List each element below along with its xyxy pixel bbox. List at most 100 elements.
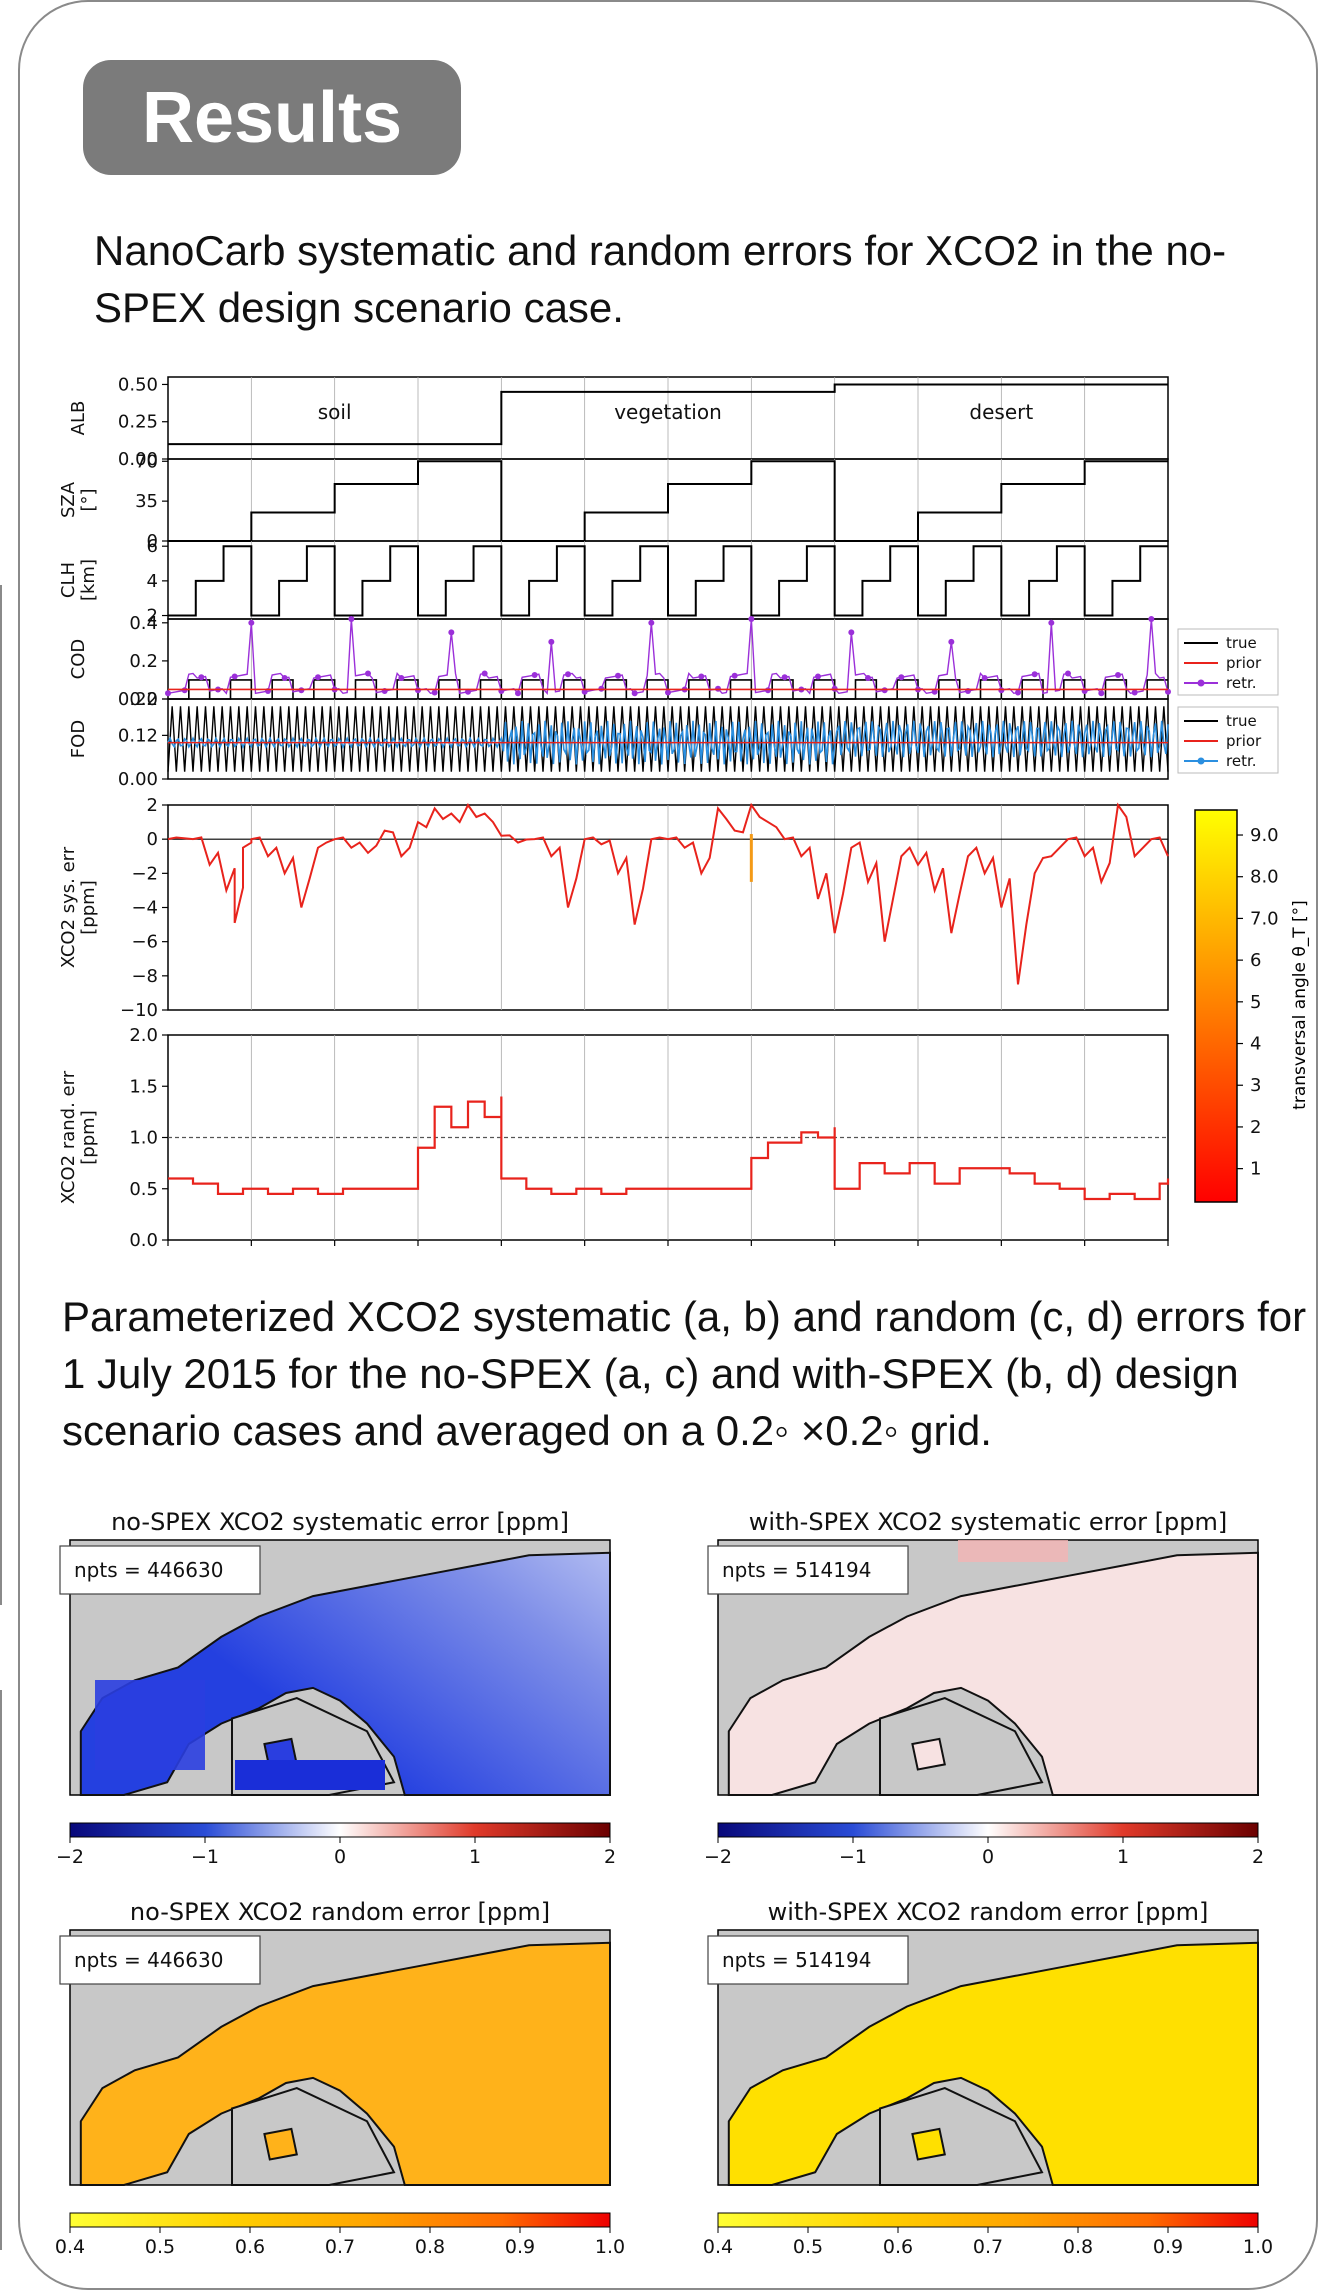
- y-tick-label: 35: [135, 491, 158, 512]
- cod-retrieved-point: [815, 673, 821, 680]
- panel-4: 0.00 0.12 0.22 FOD true prior retr.: [68, 689, 1279, 790]
- mediterranean-sea: [879, 2087, 1044, 2186]
- map-title: no-SPEX XCO2 random error [ppm]: [130, 1898, 550, 1926]
- map-colorbar-tick-label: 0.8: [1063, 2236, 1093, 2258]
- y-tick-label: −2: [131, 863, 158, 884]
- map-colorbar-tick-label: 0: [334, 1846, 346, 1868]
- y-tick-label: 0.4: [129, 613, 158, 634]
- alb-line: [168, 383, 1168, 446]
- xco2-sys-err-line: [167, 802, 1169, 985]
- cod-retrieved-point: [1031, 671, 1038, 678]
- map-colorbar-tick-label: 1.0: [595, 2236, 625, 2258]
- cod-retrieved-point: [981, 675, 988, 682]
- legend-marker: [1197, 679, 1205, 687]
- colorbar-tick-label: 6: [1250, 950, 1261, 971]
- mediterranean-sea: [879, 1697, 1044, 1796]
- colorbar-gradient: [1194, 809, 1238, 1203]
- map-colorbar-tick-label: −1: [191, 1846, 219, 1868]
- results-banner: Results: [83, 60, 461, 175]
- cod-retrieved-point: [898, 674, 905, 681]
- y-tick-label: 2: [147, 606, 158, 627]
- cod-retrieved-point: [448, 629, 455, 636]
- surface-label-vegetation: vegetation: [614, 400, 722, 424]
- cod-retrieved-point: [1048, 619, 1055, 626]
- panel-3: 0.0 0.2 0.4 COD true prior retr.: [68, 613, 1279, 710]
- page-frame: [18, 0, 1318, 2290]
- y-axis-label: SZA: [58, 481, 79, 518]
- cod-retrieved-point: [615, 672, 621, 679]
- map-colorbar-tick-label: 0.6: [235, 2236, 265, 2258]
- map-colorbar-tick-label: −2: [56, 1846, 84, 1868]
- cod-retrieved-point: [165, 690, 171, 697]
- cod-retrieved-point: [548, 638, 555, 645]
- cod-retrieved-point: [731, 672, 738, 679]
- map-colorbar-tick-label: −1: [839, 1846, 867, 1868]
- map-colorbar-tick-label: 0.8: [415, 2236, 445, 2258]
- npts-box: [59, 1935, 261, 1985]
- map-panel-4: with-SPEX XCO2 random error [ppm] npts = …: [703, 1898, 1273, 2258]
- colorbar-tick-label: 3: [1250, 1075, 1261, 1096]
- section-title: Results: [141, 77, 403, 158]
- map-title: no-SPEX XCO2 systematic error [ppm]: [111, 1508, 569, 1536]
- map-colorbar-tick-label: −2: [704, 1846, 732, 1868]
- y-axis-label: ALB: [68, 401, 89, 436]
- y-axis-label: [°]: [78, 488, 99, 511]
- map-panel-1: no-SPEX XCO2 systematic error [ppm] npts …: [56, 1508, 616, 1868]
- map-colorbar-tick-label: 0.4: [703, 2236, 733, 2258]
- y-tick-label: 2: [147, 795, 158, 816]
- map-colorbar-tick-label: 0.7: [325, 2236, 355, 2258]
- npts-box: [707, 1545, 909, 1595]
- colorbar-tick-label: 1: [1250, 1159, 1261, 1180]
- npts-label: npts = 514194: [722, 1948, 871, 1972]
- fod-retrieved-line: [167, 720, 1169, 765]
- map-colorbar-tick-label: 0.6: [883, 2236, 913, 2258]
- y-tick-label: 0.25: [118, 412, 158, 433]
- sza-line: [168, 460, 1168, 542]
- colorbar-tick-label: 2: [1250, 1117, 1261, 1138]
- y-tick-label: 70: [135, 451, 158, 472]
- y-axis-label: [ppm]: [78, 1110, 99, 1164]
- iberia-field: [95, 1680, 205, 1770]
- legend-label-retr: retr.: [1226, 674, 1257, 692]
- y-tick-label: −6: [131, 932, 158, 953]
- map-colorbar-tick-label: 0.4: [55, 2236, 85, 2258]
- africa-coast-band: [235, 1760, 385, 1790]
- fod-true-line: [167, 706, 1169, 772]
- y-tick-label: 4: [147, 571, 158, 592]
- npts-label: npts = 514194: [722, 1558, 871, 1582]
- panel-6: 0.0 0.5 1.0 1.5 2.0 XCO2 rand. err [ppm]: [58, 1025, 1170, 1251]
- map-colorbar: [69, 2212, 611, 2228]
- map-colorbar-tick-label: 0.9: [505, 2236, 535, 2258]
- y-tick-label: 0.0: [129, 1230, 158, 1251]
- cod-retrieved-point: [248, 619, 255, 626]
- cod-retrieved-point: [848, 629, 855, 636]
- map-colorbar-tick-label: 0.9: [1153, 2236, 1183, 2258]
- legend-label-prior: prior: [1226, 654, 1262, 672]
- cod-retrieved-point: [948, 638, 955, 645]
- surface-label-desert: desert: [969, 400, 1033, 424]
- map-colorbar-tick-label: 0: [982, 1846, 994, 1868]
- y-tick-label: 0.00: [118, 449, 158, 470]
- cod-retrieved-point: [748, 616, 755, 622]
- cod-retrieved-point: [665, 689, 671, 696]
- y-tick-label: 0.2: [129, 651, 158, 672]
- y-tick-label: −4: [131, 898, 158, 919]
- colorbar-tick-label: 9.0: [1250, 825, 1279, 846]
- colorbar-label: transversal angle θ_T [°]: [1290, 900, 1310, 1110]
- map-panel-2: with-SPEX XCO2 systematic error [ppm] npt…: [704, 1508, 1264, 1868]
- cod-retrieved-point: [281, 675, 288, 682]
- y-axis-label: FOD: [68, 720, 89, 758]
- y-tick-label: 1.5: [129, 1076, 158, 1097]
- cod-retrieved-point: [1065, 670, 1071, 677]
- cod-retrieved-point: [1115, 672, 1121, 678]
- north-field: [958, 1540, 1068, 1562]
- map-colorbar-tick-label: 1: [469, 1846, 481, 1868]
- cod-retrieved-point: [198, 674, 205, 681]
- legend-label-prior: prior: [1226, 732, 1262, 750]
- cod-retrieved-point: [565, 671, 571, 678]
- colorbar-tick-label: 7.0: [1250, 908, 1279, 929]
- cod-retrieved-point: [781, 674, 788, 681]
- cod-retrieved-point: [1148, 616, 1155, 622]
